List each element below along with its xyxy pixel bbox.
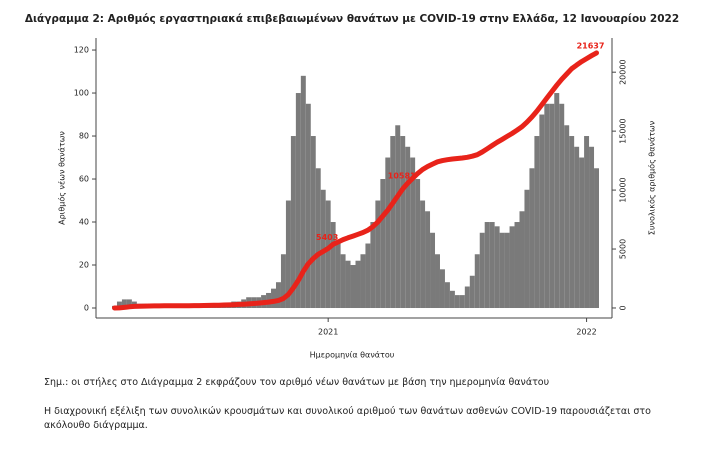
bar [345,260,351,309]
bar [504,232,510,309]
bar [390,136,396,309]
y-tick-label: 120 [74,46,89,55]
bar [430,232,436,309]
value-label: 10581 [388,172,416,181]
x-tick-label: 2022 [576,328,596,337]
bar [514,222,520,309]
y2-tick-label: 0 [619,305,628,310]
y-tick-label: 100 [74,89,89,98]
bar [439,269,445,309]
bar [499,232,505,309]
bar [365,243,371,309]
note: Η διαχρονική εξέλιξη των συνολικών κρουσ… [44,406,651,431]
bar [524,189,530,309]
bar [484,222,490,309]
bar [126,299,132,309]
bar [280,254,286,309]
bar [589,146,595,309]
note: Σημ.: οι στήλες στο Διάγραμμα 2 εκφράζου… [44,377,550,388]
bar [549,103,555,309]
bar [405,146,411,309]
bar [435,254,440,309]
bar [271,288,276,309]
bar [400,136,406,309]
bar [330,222,336,309]
bar [494,226,500,309]
bar [574,146,580,309]
bar [454,295,460,309]
y2-tick-label: 10000 [619,177,628,202]
bar [579,157,585,309]
x-axis-label: Ημερομηνία θανάτου [310,351,395,360]
y-axis-label: Αριθμός νέων θανάτων [57,131,67,225]
bar [380,179,386,309]
bar [449,290,455,309]
bar [474,254,480,309]
bar [385,157,391,309]
bar [544,103,550,309]
x-tick-label: 2021 [318,328,338,337]
y2-tick-label: 20000 [619,59,628,84]
bar [290,136,296,309]
bar [350,265,356,309]
bar [116,301,122,309]
bar [539,114,545,309]
value-label: 21637 [577,41,605,50]
bar [285,200,291,309]
y-tick-label: 20 [79,261,89,270]
bar [469,275,475,309]
y2-tick-label: 5000 [619,239,628,259]
bar [395,125,401,309]
bar [305,103,311,309]
line [112,50,599,311]
y-tick-label: 80 [79,132,89,141]
bar [584,136,590,309]
y-tick-label: 0 [84,304,89,313]
bar [370,222,376,309]
bar [315,168,321,309]
bar [295,93,301,309]
y2-tick-label: 15000 [619,118,628,143]
bar [340,254,346,309]
bar [300,75,306,309]
chart: Διάγραμμα 2: Αριθμός εργαστηριακά επιβεβ… [25,13,679,360]
bar [594,168,599,309]
bar [564,125,570,309]
bar [529,168,535,309]
bar [335,243,341,309]
bar [479,232,485,309]
value-label: 5403 [316,233,338,242]
bar [464,286,470,309]
y-tick-label: 40 [79,218,89,227]
bar [459,295,465,309]
bar [444,282,450,309]
bar [121,299,127,309]
bar [275,282,281,309]
bar [420,200,426,309]
bar [554,93,560,309]
bar [519,211,525,309]
bar [425,211,431,309]
bar [489,222,495,309]
y-tick-label: 60 [79,175,89,184]
bar [509,226,515,309]
bar [310,136,316,309]
bar [355,260,361,309]
y2-axis-label: Συνολικός αριθμός θανάτων [647,120,657,235]
bar [410,157,416,309]
bar [569,136,575,309]
chart-title: Διάγραμμα 2: Αριθμός εργαστηριακά επιβεβ… [25,13,679,25]
bar [360,254,366,309]
bar [325,200,331,309]
bar [559,103,565,309]
bar [375,200,381,309]
bar [415,179,421,309]
bar [534,136,540,309]
